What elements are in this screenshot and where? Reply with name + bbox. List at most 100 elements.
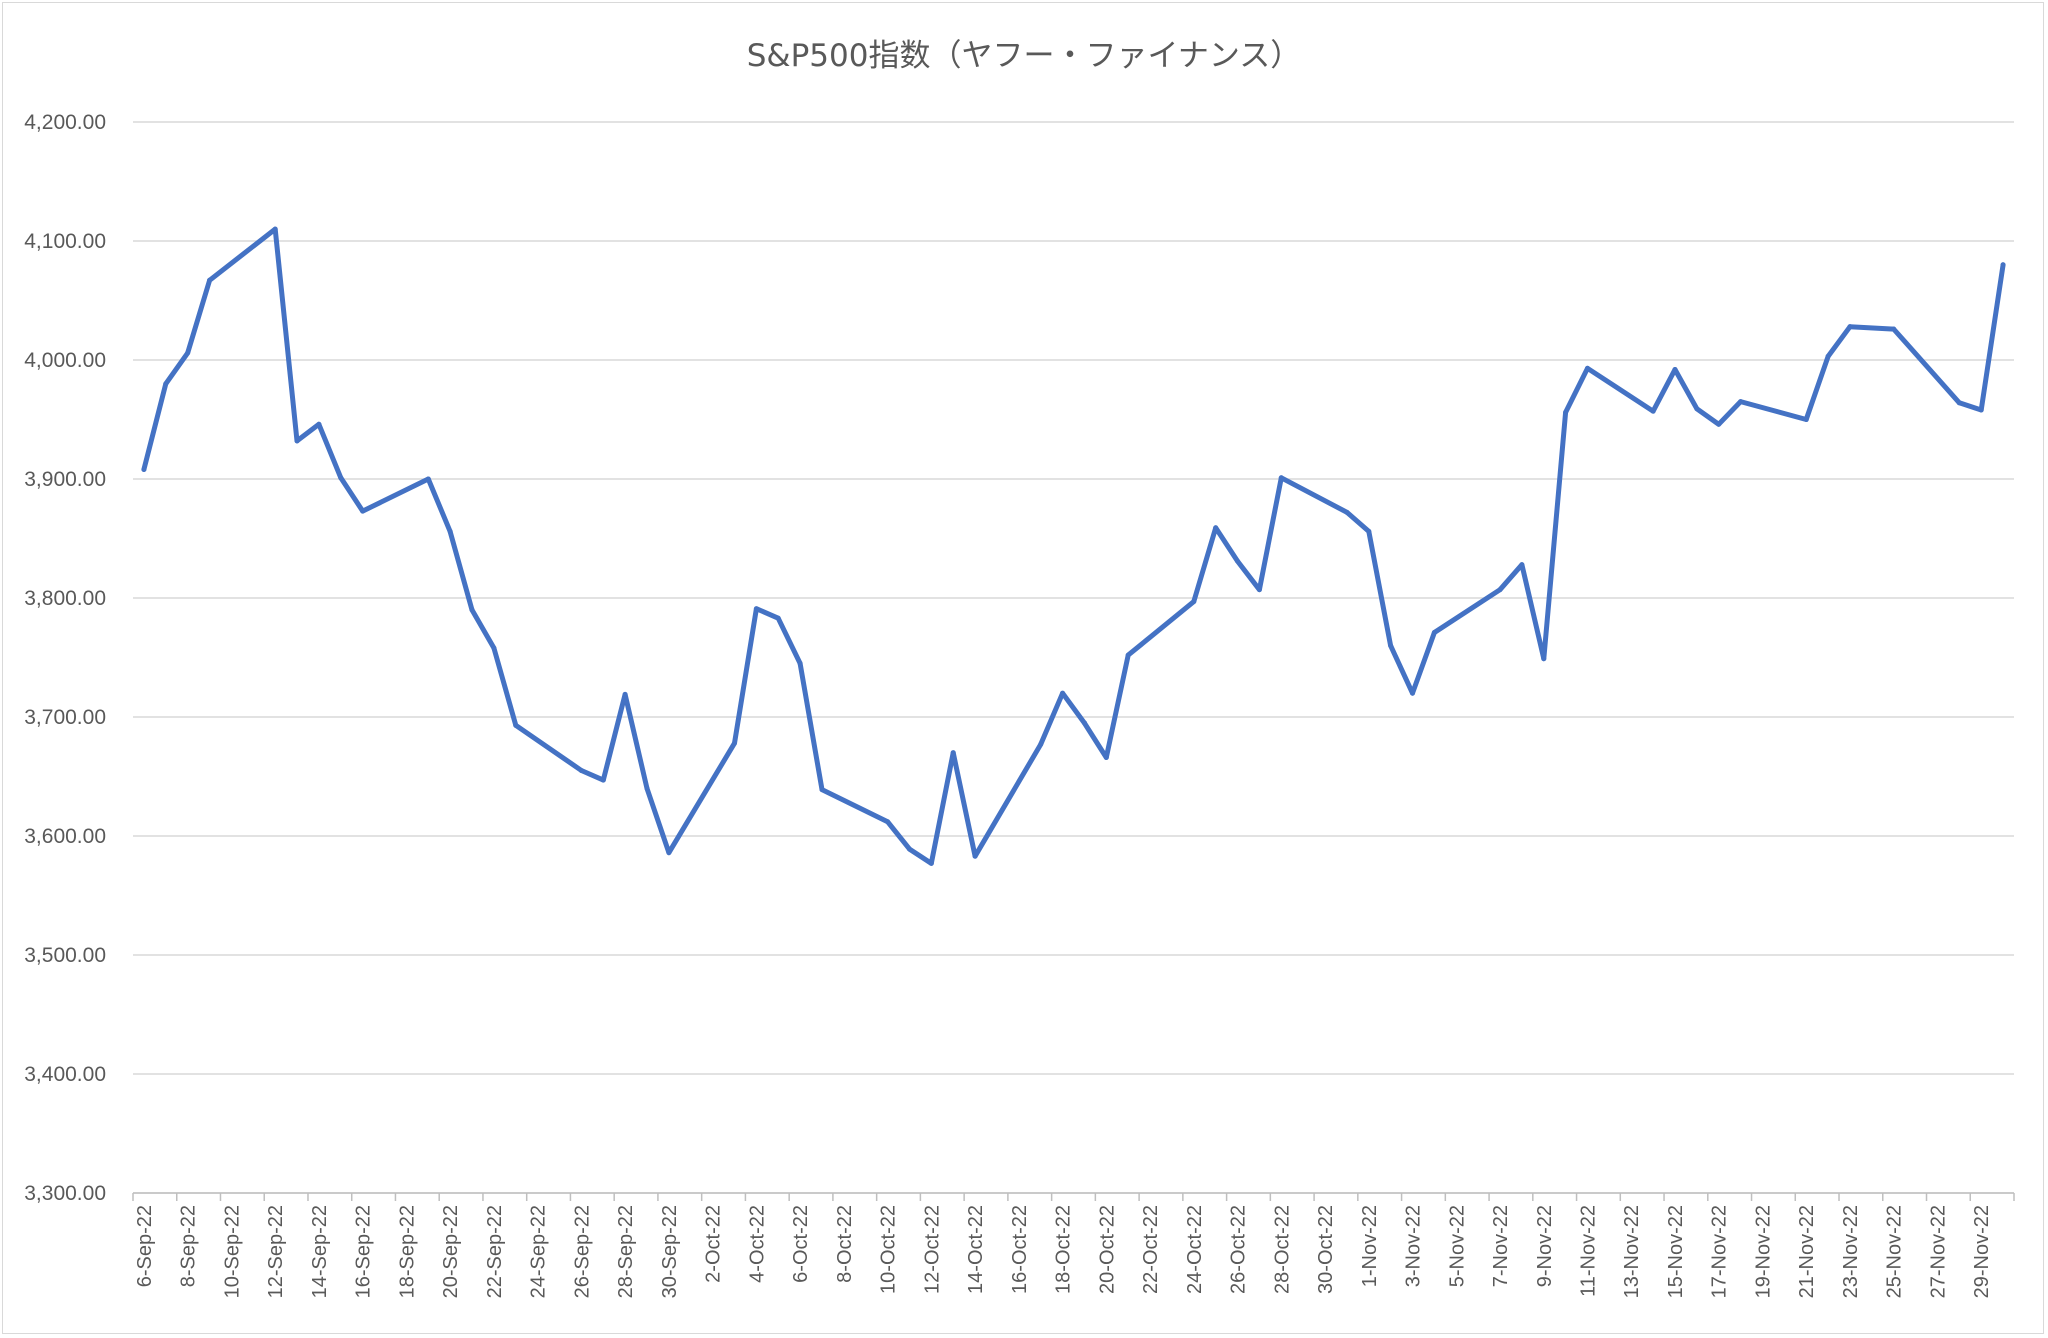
data-point (1803, 417, 1809, 422)
data-point (666, 850, 672, 856)
data-point (885, 819, 891, 825)
x-tick-label: 6-Sep-22 (134, 1205, 156, 1287)
data-point (731, 740, 737, 746)
x-tick-label: 6-Oct-22 (790, 1205, 812, 1283)
data-point (447, 528, 453, 534)
data-point (316, 421, 322, 427)
y-tick-label: 4,200.00 (24, 111, 106, 134)
x-tick-label: 15-Nov-22 (1665, 1205, 1687, 1298)
x-tick-label: 26-Sep-22 (571, 1205, 593, 1298)
data-point (1103, 754, 1109, 760)
data-point (1235, 558, 1241, 564)
data-point (1191, 599, 1197, 605)
data-point (819, 787, 825, 793)
x-tick-label: 22-Sep-22 (484, 1205, 506, 1298)
x-tick-label: 4-Oct-22 (746, 1205, 768, 1283)
x-tick-label: 13-Nov-22 (1621, 1205, 1643, 1298)
data-point (1431, 630, 1437, 636)
data-point (491, 645, 497, 651)
x-tick-label: 18-Oct-22 (1053, 1205, 1075, 1294)
data-point (1081, 720, 1087, 726)
x-tick-label: 14-Sep-22 (309, 1205, 331, 1298)
data-point (1650, 408, 1656, 414)
y-tick-label: 3,800.00 (24, 587, 106, 610)
y-tick-label: 4,000.00 (24, 349, 106, 372)
x-tick-label: 23-Nov-22 (1840, 1205, 1862, 1298)
x-tick-label: 18-Sep-22 (396, 1205, 418, 1298)
data-point (1344, 509, 1350, 515)
data-point (1278, 475, 1284, 481)
x-tick-label: 10-Oct-22 (878, 1205, 900, 1294)
data-point (972, 853, 978, 859)
data-point (141, 466, 147, 472)
chart-title: S&P500指数（ヤフー・ファイナンス） (746, 38, 1302, 74)
data-point (469, 607, 475, 613)
x-tick-label: 8-Sep-22 (178, 1205, 200, 1287)
data-point (1825, 353, 1831, 359)
x-tick-label: 7-Nov-22 (1490, 1205, 1512, 1287)
data-point (1694, 406, 1700, 412)
y-tick-label: 3,500.00 (24, 944, 106, 967)
data-point (513, 722, 519, 728)
data-point (1410, 690, 1416, 696)
x-tick-label: 14-Oct-22 (965, 1205, 987, 1294)
data-point (753, 606, 759, 612)
x-tick-label: 29-Nov-22 (1971, 1205, 1993, 1298)
x-tick-label: 9-Nov-22 (1534, 1205, 1556, 1287)
x-tick-label: 16-Sep-22 (353, 1205, 375, 1298)
x-tick-label: 30-Sep-22 (659, 1205, 681, 1298)
data-point (1738, 399, 1744, 405)
x-tick-label: 20-Oct-22 (1096, 1205, 1118, 1294)
x-tick-label: 12-Sep-22 (265, 1205, 287, 1298)
data-point (1519, 562, 1525, 568)
x-tick-label: 26-Oct-22 (1228, 1205, 1250, 1294)
x-tick-label: 5-Nov-22 (1446, 1205, 1468, 1287)
data-point (163, 381, 169, 387)
data-point (775, 615, 781, 621)
data-point (425, 476, 431, 482)
data-point (622, 691, 628, 697)
data-point (1716, 421, 1722, 427)
data-point (644, 785, 650, 791)
x-tick-label: 30-Oct-22 (1315, 1205, 1337, 1294)
x-tick-label: 21-Nov-22 (1796, 1205, 1818, 1298)
data-point (1497, 587, 1503, 593)
x-tick-label: 19-Nov-22 (1752, 1205, 1774, 1298)
data-point (600, 777, 606, 783)
y-tick-label: 4,100.00 (24, 230, 106, 253)
data-point (1541, 656, 1547, 662)
x-tick-label: 22-Oct-22 (1140, 1205, 1162, 1294)
y-tick-label: 3,400.00 (24, 1063, 106, 1086)
data-point (1891, 326, 1897, 332)
x-tick-label: 24-Oct-22 (1184, 1205, 1206, 1294)
data-point (2000, 262, 2006, 268)
data-point (797, 660, 803, 666)
x-tick-label: 20-Sep-22 (440, 1205, 462, 1298)
data-point (294, 438, 300, 444)
data-point (185, 350, 191, 356)
x-tick-label: 11-Nov-22 (1577, 1205, 1599, 1297)
x-tick-label: 10-Sep-22 (221, 1205, 243, 1298)
data-point (1672, 367, 1678, 373)
data-point (207, 277, 213, 283)
data-point (906, 846, 912, 852)
y-tick-label: 3,900.00 (24, 468, 106, 491)
data-point (338, 475, 344, 481)
data-point (1847, 324, 1853, 330)
x-tick-label: 17-Nov-22 (1709, 1205, 1731, 1298)
x-tick-label: 27-Nov-22 (1927, 1205, 1949, 1298)
data-point (1125, 652, 1131, 658)
data-point (1563, 409, 1569, 415)
x-tick-label: 28-Sep-22 (615, 1205, 637, 1298)
x-tick-label: 28-Oct-22 (1271, 1205, 1293, 1294)
x-tick-label: 12-Oct-22 (921, 1205, 943, 1294)
y-tick-label: 3,600.00 (24, 825, 106, 848)
x-tick-label: 25-Nov-22 (1884, 1205, 1906, 1298)
data-point (1956, 400, 1962, 406)
x-tick-label: 2-Oct-22 (703, 1205, 725, 1283)
data-point (1978, 407, 1984, 413)
data-point (1366, 528, 1372, 534)
data-point (1213, 525, 1219, 531)
